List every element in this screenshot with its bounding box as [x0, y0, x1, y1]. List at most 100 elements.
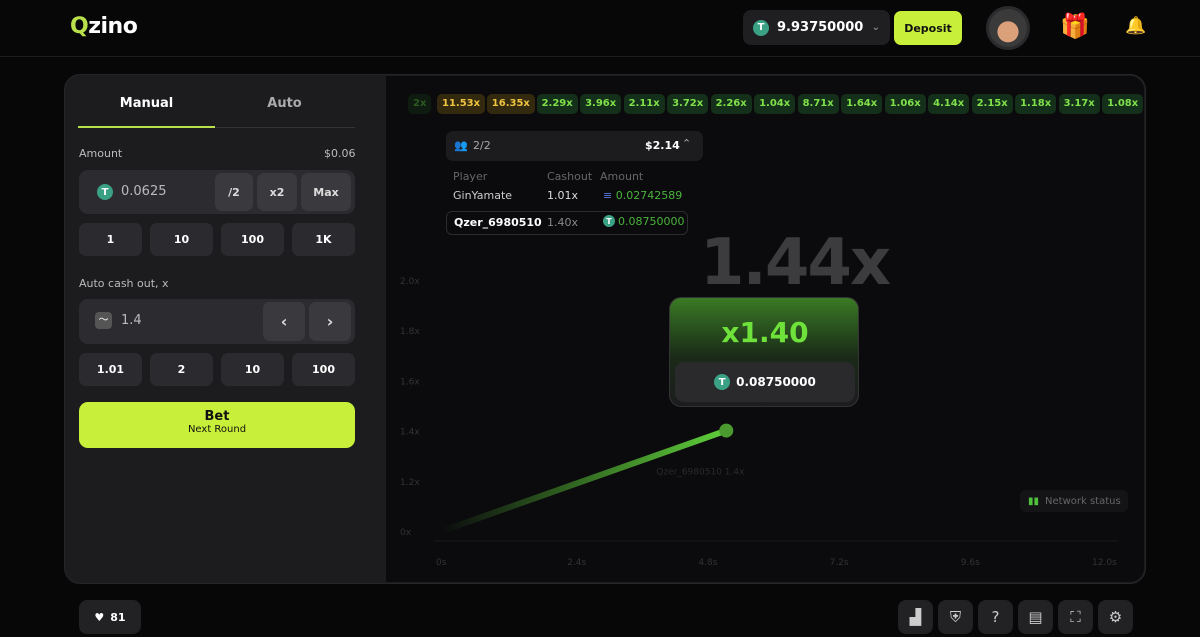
- tab-manual[interactable]: Manual: [78, 88, 215, 128]
- history-multiplier[interactable]: 1.64x: [841, 94, 883, 114]
- history-multiplier[interactable]: 1.06x: [884, 94, 926, 114]
- quick-cashout-1-01[interactable]: 1.01: [79, 353, 142, 386]
- double-button[interactable]: x2: [257, 173, 297, 211]
- avatar[interactable]: [986, 6, 1030, 50]
- history-multiplier[interactable]: 1.04x: [754, 94, 796, 114]
- x-tick-label: 4.8s: [698, 558, 717, 568]
- history-multiplier[interactable]: 4.14x: [928, 94, 970, 114]
- x-tick-label: 12.0s: [1092, 558, 1117, 568]
- settings-icon[interactable]: ⚙: [1098, 600, 1133, 634]
- history-multiplier[interactable]: 2.15x: [971, 94, 1013, 114]
- player-cashout: 1.40x: [547, 216, 579, 229]
- history-multiplier[interactable]: 3.96x: [580, 94, 622, 114]
- history-multiplier[interactable]: 16.35x: [486, 94, 535, 114]
- quick-amount-10[interactable]: 10: [150, 223, 213, 256]
- auto-cashout-input[interactable]: 1.4: [121, 313, 142, 328]
- amount-field: T 0.0625 /2 x2 Max: [79, 170, 355, 214]
- auto-cashout-label: Auto cash out, x: [79, 277, 169, 290]
- history-multiplier[interactable]: 2.26x: [710, 94, 752, 114]
- col-cashout: Cashout: [547, 170, 593, 183]
- bet-mode-tabs: Manual Auto: [78, 88, 355, 128]
- history-multiplier[interactable]: 1.18x: [1015, 94, 1057, 114]
- quick-cashout-10[interactable]: 10: [221, 353, 284, 386]
- y-tick-label: 0x: [400, 528, 412, 538]
- history-multiplier[interactable]: 2.11x: [623, 94, 665, 114]
- multiplier-chart: 0x 1.2x 1.4x 1.6x 1.8x 2.0x 0s 2.4s 4.8s 7.2s 9.6s…: [400, 277, 1118, 568]
- tether-icon: T: [603, 215, 615, 227]
- players-header[interactable]: 👥 2/2 $2.14 ⌃: [446, 131, 703, 161]
- players-count: 2/2: [473, 139, 491, 152]
- player-row-self: [446, 211, 688, 235]
- player-cashout: 1.01x: [547, 189, 579, 202]
- current-multiplier: 1.44x: [700, 226, 891, 300]
- half-button[interactable]: /2: [215, 173, 253, 211]
- x-tick-label: 7.2s: [830, 558, 849, 568]
- network-status[interactable]: ▮▮ Network status: [1020, 490, 1128, 512]
- bell-icon[interactable]: 🔔: [1125, 16, 1147, 36]
- amount-usd: $0.06: [324, 147, 356, 160]
- tether-icon: T: [97, 184, 113, 200]
- balance-selector[interactable]: T 9.93750000 ⌄: [743, 10, 890, 45]
- logo[interactable]: Qzino: [70, 14, 138, 39]
- decrease-button[interactable]: ‹: [263, 302, 305, 341]
- x-tick-label: 9.6s: [961, 558, 980, 568]
- signal-icon: ▮▮: [1028, 495, 1040, 507]
- quick-amount-1k[interactable]: 1K: [292, 223, 355, 256]
- top-bar: Qzino T 9.93750000 ⌄ Deposit 🎁 🔔: [0, 0, 1200, 57]
- bet-label: Bet: [204, 409, 230, 424]
- tether-icon: T: [753, 19, 769, 36]
- heart-icon: ♥: [94, 610, 105, 624]
- player-name: Qzer_6980510: [454, 216, 542, 229]
- balance-value: 9.93750000: [777, 20, 864, 35]
- gift-icon[interactable]: 🎁: [1060, 12, 1090, 40]
- like-button[interactable]: ♥ 81: [79, 600, 141, 634]
- trend-icon: 〜: [95, 312, 112, 329]
- quick-cashout-2[interactable]: 2: [150, 353, 213, 386]
- auto-cashout-field: 〜 1.4 ‹ ›: [79, 299, 355, 344]
- history-multiplier[interactable]: 8.71x: [797, 94, 839, 114]
- cashout-marker-label: Qzer_6980510 1.4x: [656, 468, 745, 478]
- player-amount: ≡ 0.02742589: [603, 189, 683, 202]
- col-player: Player: [453, 170, 488, 183]
- users-icon: 👥: [454, 139, 468, 152]
- amount-label: Amount: [79, 147, 123, 160]
- help-icon[interactable]: ?: [978, 600, 1013, 634]
- quick-cashout-100[interactable]: 100: [292, 353, 355, 386]
- history-multiplier[interactable]: 3.72x: [667, 94, 709, 114]
- shield-icon[interactable]: ⛨: [938, 600, 973, 634]
- stats-icon[interactable]: ▟: [898, 600, 933, 634]
- player-amount: T 0.08750000: [603, 215, 684, 228]
- fullscreen-icon[interactable]: ⛶: [1058, 600, 1093, 634]
- history-multiplier[interactable]: 3.17x: [1058, 94, 1100, 114]
- y-tick-label: 1.8x: [400, 327, 420, 337]
- tether-icon: T: [714, 374, 731, 390]
- player-name: GinYamate: [453, 189, 513, 202]
- x-tick-label: 0s: [436, 558, 447, 568]
- max-button[interactable]: Max: [301, 173, 351, 211]
- history-multiplier[interactable]: 11.53x: [437, 94, 486, 114]
- quick-amount-1[interactable]: 1: [79, 223, 142, 256]
- bet-sublabel: Next Round: [187, 424, 247, 435]
- quick-amount-100[interactable]: 100: [221, 223, 284, 256]
- deposit-button[interactable]: Deposit: [894, 11, 962, 45]
- amount-input[interactable]: 0.0625: [121, 184, 167, 199]
- chevron-up-icon[interactable]: ⌃: [682, 137, 692, 150]
- chat-icon[interactable]: ▤: [1018, 600, 1053, 634]
- multiplier-curve: [439, 427, 730, 534]
- history-multiplier[interactable]: 2x: [408, 94, 432, 114]
- curve-head-point: [719, 423, 734, 438]
- col-amount: Amount: [600, 170, 644, 183]
- y-tick-label: 1.4x: [400, 428, 420, 438]
- x-tick-label: 2.4s: [567, 558, 586, 568]
- increase-button[interactable]: ›: [309, 302, 351, 341]
- coin-icon: ≡: [603, 189, 616, 202]
- bet-button[interactable]: Bet Next Round: [79, 402, 355, 448]
- y-tick-label: 2.0x: [400, 277, 420, 287]
- win-popup: x1.40 T 0.08750000: [669, 297, 859, 407]
- win-amount: T 0.08750000: [675, 362, 855, 402]
- chevron-down-icon: ⌄: [871, 22, 880, 33]
- history-multiplier[interactable]: 2.29x: [536, 94, 578, 114]
- y-tick-label: 1.6x: [400, 377, 420, 387]
- tab-auto[interactable]: Auto: [267, 96, 302, 111]
- history-multiplier[interactable]: 1.08x: [1102, 94, 1144, 114]
